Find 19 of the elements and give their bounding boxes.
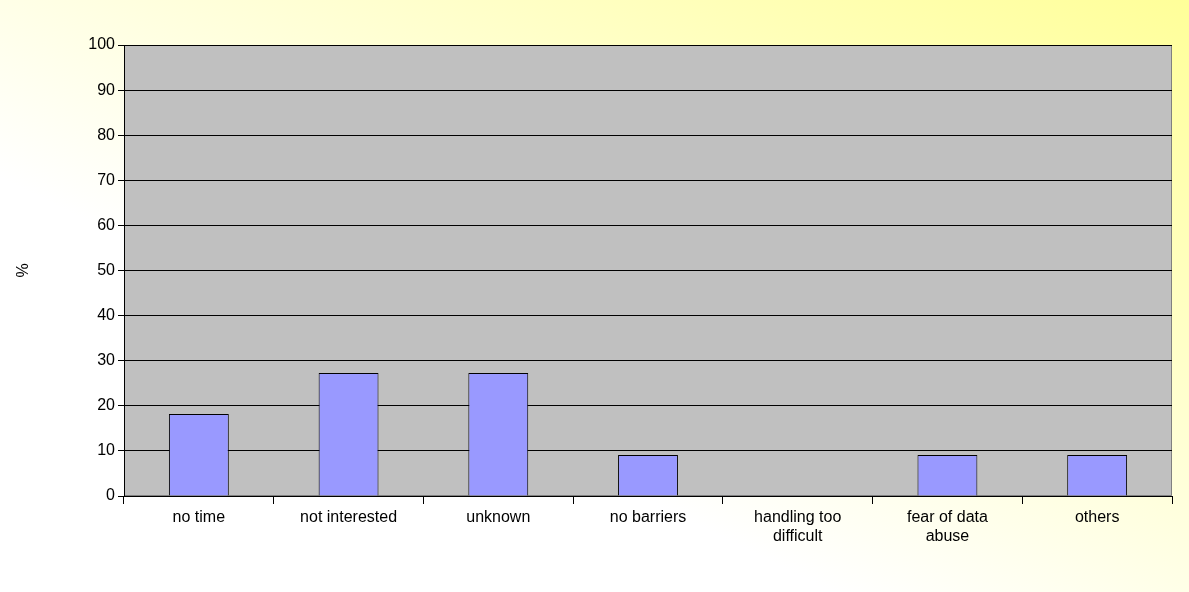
y-tick-label: 0 xyxy=(106,486,116,504)
y-tick-label: 100 xyxy=(88,35,116,53)
x-tick-label: no barriers xyxy=(609,508,687,526)
y-tick-label: 30 xyxy=(97,351,116,369)
y-tick-label: 70 xyxy=(97,170,116,188)
y-tick-label: 80 xyxy=(97,125,116,143)
x-tick-label: others xyxy=(1074,508,1120,526)
y-tick-label: 10 xyxy=(97,441,116,459)
y-tick-label: 90 xyxy=(97,80,116,98)
x-tick-label: handling too difficult xyxy=(754,508,842,545)
y-tick-label: 60 xyxy=(97,215,116,233)
x-tick-label: unknown xyxy=(466,508,531,526)
y-tick-label: 40 xyxy=(97,306,116,324)
y-tick-label: 50 xyxy=(97,260,116,278)
y-tick-label: 20 xyxy=(97,396,116,414)
x-tick-label: not interested xyxy=(300,508,398,526)
x-tick-label: no time xyxy=(172,508,226,526)
x-tick-label: fear of data abuse xyxy=(906,508,988,545)
y-axis-title: % xyxy=(14,263,32,278)
